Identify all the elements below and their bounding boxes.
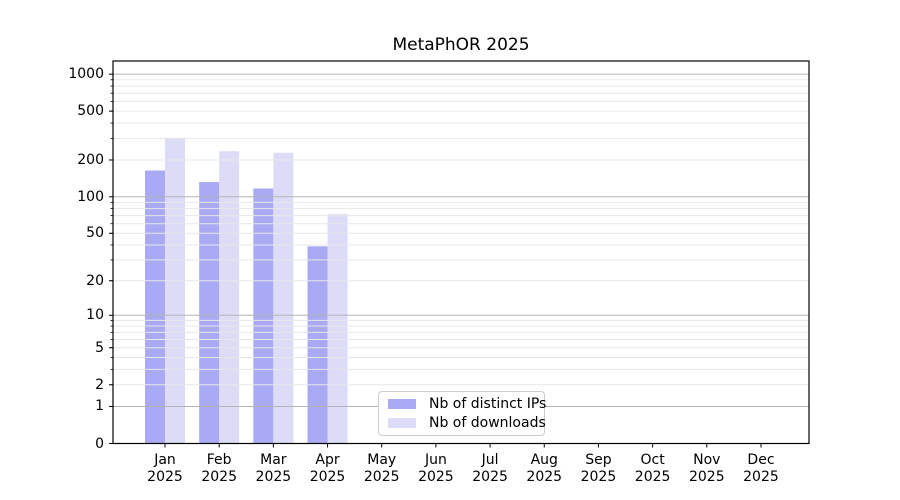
x-tick-month: Oct <box>640 452 665 468</box>
x-tick-label: Apr 2025 <box>298 452 358 485</box>
axis-ticks <box>109 73 762 448</box>
x-tick-label: Dec 2025 <box>731 452 791 485</box>
x-tick-month: Jan <box>154 452 176 468</box>
legend-swatch-distinct-ips <box>388 399 416 409</box>
chart-title: MetaPhOR 2025 <box>392 35 530 55</box>
x-tick-year: 2025 <box>743 468 779 485</box>
bar-distinct-ips-apr <box>307 246 328 444</box>
y-tick-label: 1000 <box>68 66 104 83</box>
bar-downloads-mar <box>273 152 294 444</box>
x-tick-month: Dec <box>747 452 775 468</box>
x-tick-month: Mar <box>260 452 287 468</box>
x-tick-label: Jul 2025 <box>460 452 520 485</box>
bar-downloads-apr <box>327 214 348 444</box>
x-tick-year: 2025 <box>363 468 400 485</box>
bar-downloads-jan <box>165 138 185 444</box>
y-tick-label: 5 <box>95 339 104 356</box>
y-tick-label: 10 <box>86 307 104 324</box>
x-tick-year: 2025 <box>688 468 725 485</box>
x-tick-year: 2025 <box>309 468 346 485</box>
y-tick-label: 500 <box>77 103 104 120</box>
y-tick-label: 100 <box>77 188 104 205</box>
legend-item-downloads: Nb of downloads <box>388 415 546 431</box>
x-tick-month: Apr <box>315 452 340 468</box>
x-tick-label: Sep 2025 <box>568 452 628 485</box>
x-tick-month: Jun <box>424 452 447 468</box>
x-tick-month: Sep <box>585 452 612 468</box>
bar-distinct-ips-feb <box>199 182 220 444</box>
x-tick-label: Jan 2025 <box>135 452 195 485</box>
x-tick-year: 2025 <box>472 468 508 485</box>
legend-item-distinct-ips: Nb of distinct IPs <box>388 396 547 412</box>
x-tick-year: 2025 <box>526 468 563 485</box>
y-tick-label: 1 <box>95 398 104 415</box>
minor-gridlines <box>110 79 809 386</box>
x-tick-label: May 2025 <box>352 452 412 485</box>
x-tick-year: 2025 <box>418 468 454 485</box>
bar-downloads-feb <box>219 151 240 444</box>
bar-distinct-ips-jan <box>145 170 165 444</box>
y-tick-label: 0 <box>95 435 104 452</box>
x-tick-year: 2025 <box>255 468 292 485</box>
x-tick-label: Feb 2025 <box>189 452 249 485</box>
y-tick-label: 50 <box>86 225 104 242</box>
x-tick-label: Aug 2025 <box>514 452 574 485</box>
bars-group <box>145 138 348 444</box>
x-tick-month: Feb <box>206 452 232 468</box>
x-tick-month: May <box>367 452 397 468</box>
bar-distinct-ips-mar <box>253 188 274 444</box>
x-tick-year: 2025 <box>147 468 183 485</box>
x-tick-label: Jun 2025 <box>406 452 466 485</box>
y-tick-label: 2 <box>95 376 104 393</box>
plot-border <box>112 60 810 445</box>
x-tick-month: Aug <box>530 452 558 468</box>
legend: Nb of distinct IPs Nb of downloads <box>378 391 547 436</box>
legend-swatch-downloads <box>388 418 416 428</box>
x-tick-label: Mar 2025 <box>243 452 303 485</box>
y-tick-label: 200 <box>77 151 104 168</box>
x-tick-year: 2025 <box>201 468 237 485</box>
x-tick-label: Oct 2025 <box>623 452 683 485</box>
x-tick-month: Nov <box>693 452 721 468</box>
legend-label-downloads: Nb of downloads <box>429 415 546 431</box>
legend-label-distinct-ips: Nb of distinct IPs <box>429 396 547 412</box>
x-tick-year: 2025 <box>634 468 671 485</box>
y-tick-label: 20 <box>86 272 104 289</box>
major-gridlines <box>113 73 809 407</box>
x-tick-label: Nov 2025 <box>677 452 737 485</box>
x-tick-month: Jul <box>481 452 499 468</box>
x-tick-year: 2025 <box>580 468 617 485</box>
